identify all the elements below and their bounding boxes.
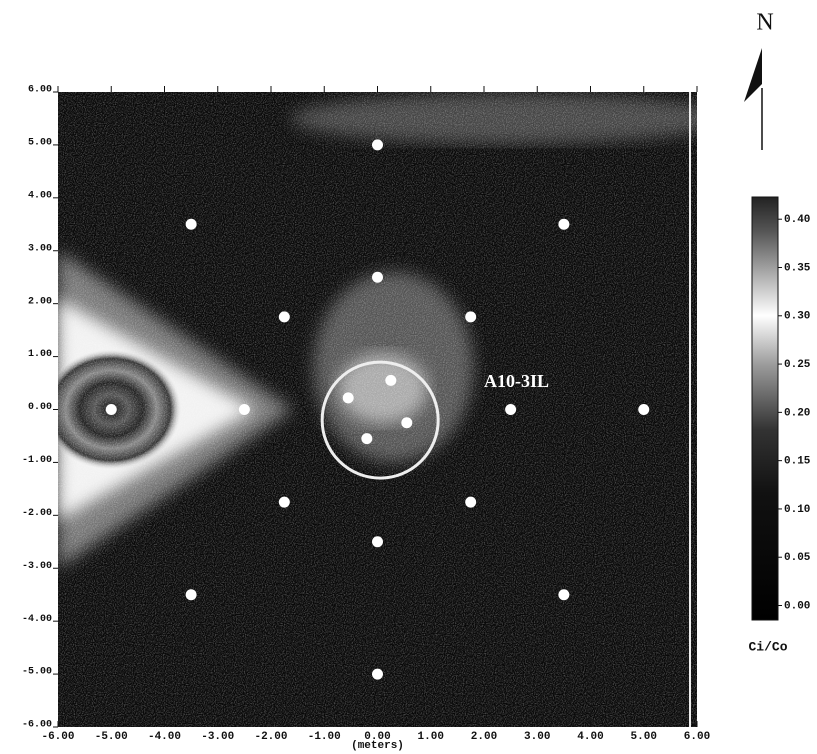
x-tick-label: -6.00 xyxy=(41,731,74,743)
well xyxy=(558,218,570,230)
x-tick-label: 2.00 xyxy=(471,731,497,743)
x-tick-label: -5.00 xyxy=(95,731,128,743)
colorbar-tick-label: 0.10 xyxy=(784,504,810,516)
x-tick-label: 4.00 xyxy=(577,731,603,743)
y-tick-label: 2.00 xyxy=(28,296,52,307)
colorbar-tick-label: 0.00 xyxy=(784,600,810,612)
north-label: N xyxy=(756,10,773,36)
target-circle xyxy=(320,360,440,480)
x-tick-label: 1.00 xyxy=(418,731,444,743)
colorbar-label: Ci/Co xyxy=(748,639,787,654)
x-tick-label: 3.00 xyxy=(524,731,550,743)
x-tick-label: -2.00 xyxy=(254,731,287,743)
well xyxy=(342,392,354,404)
x-tick-label: 0.00 xyxy=(364,731,390,743)
y-tick-label: 6.00 xyxy=(28,85,52,96)
axes: -6.00 -5.00 -4.00 -3.00 -2.00 -1.00 0.00 1.00 2.… xyxy=(22,85,811,743)
well xyxy=(465,496,477,508)
y-tick-label: 0.00 xyxy=(28,402,52,413)
well xyxy=(638,404,650,415)
colorbar-tick-label: 0.35 xyxy=(784,262,811,274)
grain xyxy=(58,92,697,727)
well xyxy=(372,668,383,680)
y-tick-label: -5.00 xyxy=(22,667,52,678)
plume xyxy=(58,92,697,727)
well xyxy=(465,311,477,323)
north-arrowhead xyxy=(744,48,762,102)
well xyxy=(278,311,290,323)
colorbar-tick-label: 0.30 xyxy=(784,311,810,323)
well xyxy=(558,589,570,601)
well xyxy=(385,374,397,386)
well xyxy=(278,496,290,508)
y-tick-label: 5.00 xyxy=(28,138,52,149)
colorbar-tick-label: 0.40 xyxy=(784,214,810,226)
y-tick-label: 3.00 xyxy=(28,243,52,254)
well xyxy=(372,536,383,548)
colorbar-tick-label: 0.20 xyxy=(784,407,810,419)
x-tick-label: -4.00 xyxy=(148,731,181,743)
well xyxy=(185,218,197,230)
y-tick-label: 4.00 xyxy=(28,190,52,201)
well xyxy=(361,433,373,445)
well xyxy=(505,404,517,415)
well xyxy=(372,139,383,151)
colorbar-tick-label: 0.05 xyxy=(784,552,811,564)
well-label: A10-3IL xyxy=(484,371,549,391)
x-axis-label: (meters) xyxy=(351,740,404,752)
colorbar-tick-label: 0.25 xyxy=(784,359,811,371)
y-tick-label: -1.00 xyxy=(22,455,52,466)
x-tick-label: 6.00 xyxy=(684,731,710,743)
well xyxy=(372,271,383,283)
y-tick-label: -6.00 xyxy=(22,720,52,731)
colorbar-tick-label: 0.15 xyxy=(784,456,811,468)
x-tick-label: -3.00 xyxy=(201,731,234,743)
well xyxy=(105,404,117,415)
well xyxy=(238,404,250,415)
y-tick-label: -2.00 xyxy=(22,508,52,519)
y-tick-label: -4.00 xyxy=(22,614,52,625)
colorbar xyxy=(751,196,779,621)
x-tick-label: 5.00 xyxy=(631,731,657,743)
well xyxy=(401,417,413,429)
y-tick-label: 1.00 xyxy=(28,349,52,360)
well xyxy=(185,589,197,601)
y-tick-label: -3.00 xyxy=(22,561,52,572)
concentration-field xyxy=(58,92,697,727)
x-tick-label: -1.00 xyxy=(308,731,341,743)
